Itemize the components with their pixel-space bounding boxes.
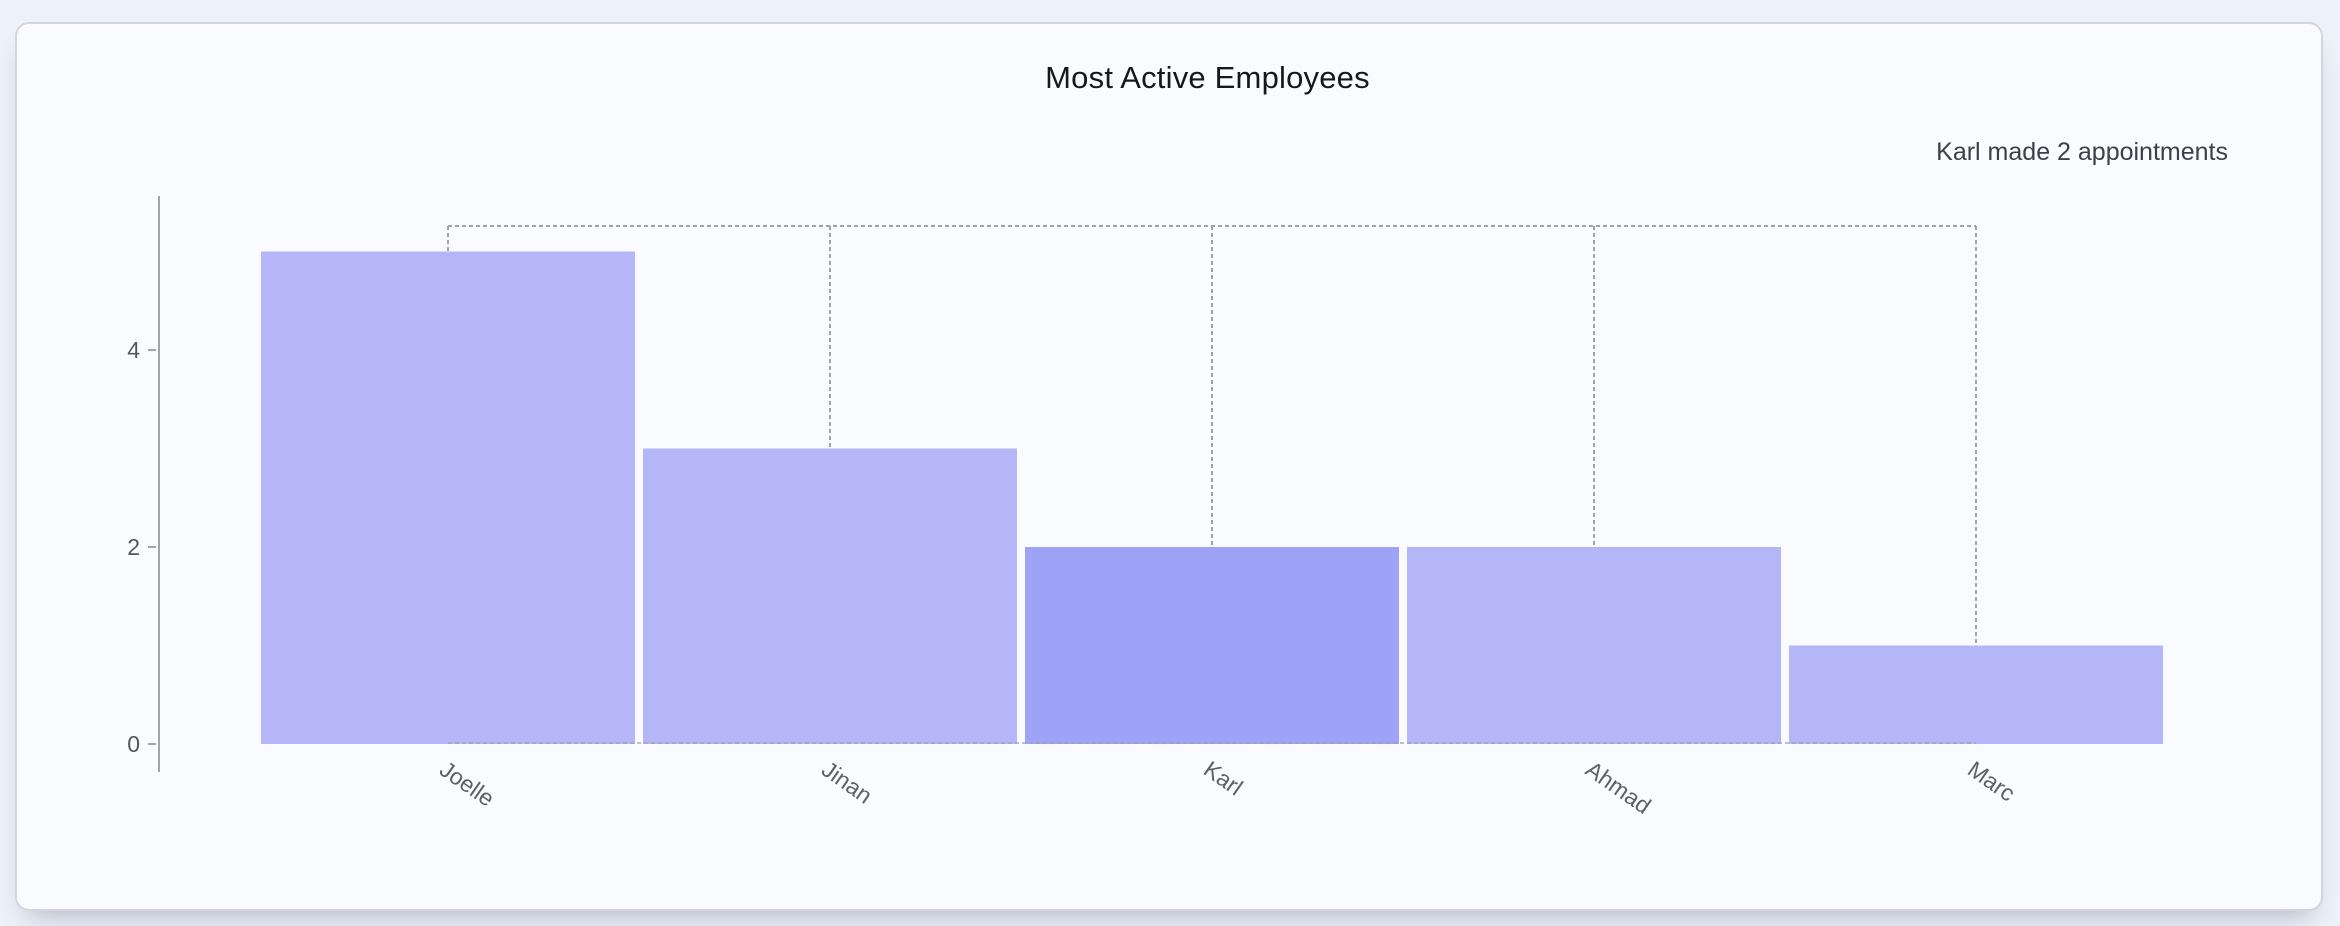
y-axis-tick-label: 4 (127, 337, 140, 363)
chart-annotation: Karl made 2 appointments (1936, 138, 2228, 166)
chart-title: Most Active Employees (1045, 60, 1370, 95)
bar-marc[interactable] (1789, 645, 2163, 745)
bar-ahmad[interactable] (1407, 547, 1781, 744)
x-axis-label-joelle: Joelle (435, 756, 499, 812)
x-axis-label-jinan: Jinan (817, 756, 877, 809)
y-axis-tick-label: 2 (127, 534, 140, 560)
bar-karl[interactable] (1025, 547, 1399, 744)
bar-chart-svg: 0 2 4 Joelle Jinan Karl Ahmad Marc (127, 196, 2163, 819)
x-axis-label-marc: Marc (1963, 756, 2020, 807)
bar-joelle[interactable] (261, 251, 635, 745)
bar-jinan[interactable] (643, 448, 1017, 745)
x-axis-label-ahmad: Ahmad (1581, 756, 1656, 819)
x-axis-label-karl: Karl (1199, 756, 1247, 801)
chart-header: Most Active Employees (158, 60, 2257, 96)
y-axis-tick-label: 0 (127, 731, 140, 757)
chart-card: Most Active Employees Karl made 2 appoin… (15, 22, 2323, 911)
